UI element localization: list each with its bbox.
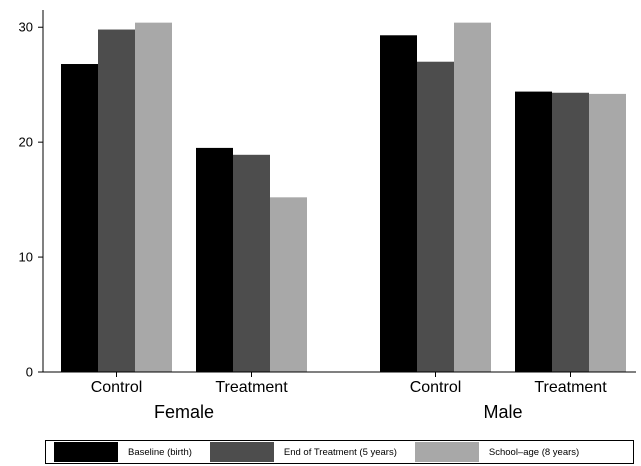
y-tick-label-0: 0: [26, 365, 33, 380]
y-tick-label-30: 30: [19, 20, 33, 35]
legend-item-baseline: Baseline (birth): [54, 442, 192, 462]
category-label-treatment-female: Treatment: [215, 379, 288, 396]
bar-baseline-1: [196, 147, 233, 372]
bar-schoolage-1: [270, 197, 307, 372]
bar-end-0: [98, 29, 135, 373]
category-label-treatment-male: Treatment: [534, 379, 607, 396]
legend-swatch-end-of-treatment: [209, 442, 274, 462]
bar-baseline-3: [515, 91, 552, 372]
bar-schoolage-2: [454, 22, 491, 373]
group-label-female: Female: [154, 402, 214, 422]
bar-schoolage-3: [589, 93, 626, 373]
bar-baseline-0: [61, 64, 98, 372]
category-label-control-female: Control: [91, 379, 143, 396]
legend-label-end-of-treatment: End of Treatment (5 years): [283, 446, 397, 458]
bar-end-2: [417, 61, 454, 372]
y-tick-label-10: 10: [19, 250, 33, 265]
bar-baseline-2: [380, 35, 417, 373]
legend-swatch-baseline: [54, 442, 118, 462]
group-label-male: Male: [483, 402, 522, 422]
bar-end-1: [233, 154, 270, 372]
legend-item-school-age: School–age (8 years): [414, 442, 580, 462]
bar-end-3: [552, 92, 589, 372]
y-tick-label-20: 20: [19, 135, 33, 150]
legend-item-end-of-treatment: End of Treatment (5 years): [209, 442, 397, 462]
legend-label-baseline: Baseline (birth): [128, 446, 192, 458]
category-label-control-male: Control: [410, 379, 462, 396]
legend-swatch-school-age: [414, 442, 479, 462]
legend-label-school-age: School–age (8 years): [488, 446, 580, 458]
bar-schoolage-0: [135, 22, 172, 373]
legend: Baseline (birth) End of Treatment (5 yea…: [45, 440, 634, 464]
